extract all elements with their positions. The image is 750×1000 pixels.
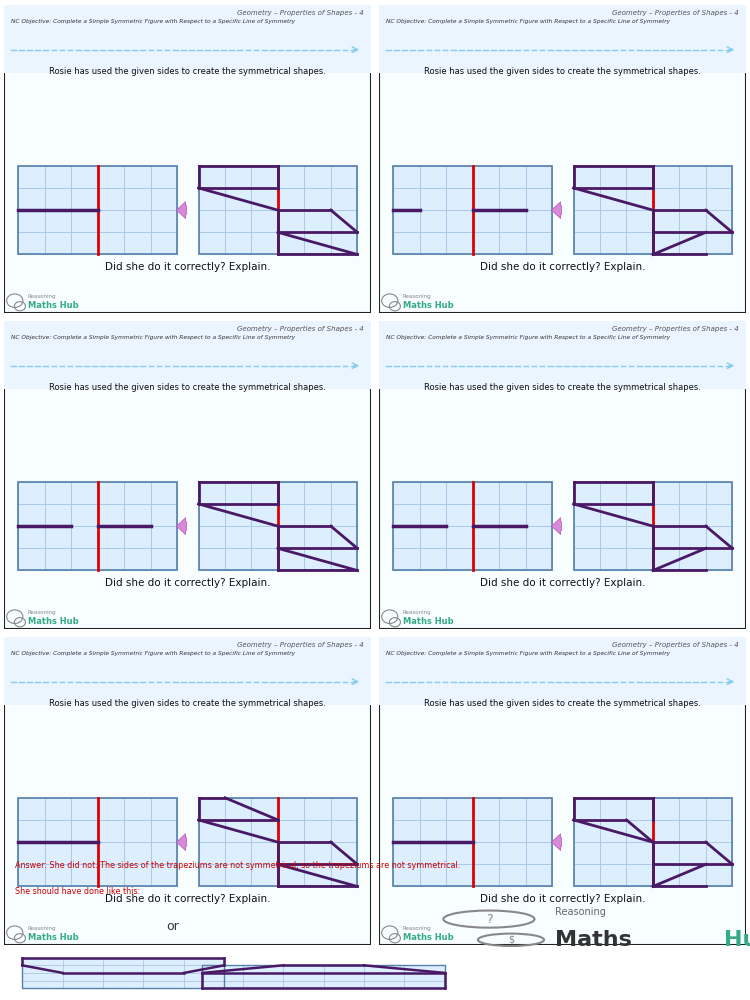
Text: She should have done like this:: She should have done like this:: [15, 887, 140, 896]
Bar: [574, 798, 732, 886]
Text: Geometry – Properties of Shapes - 4: Geometry – Properties of Shapes - 4: [237, 642, 364, 648]
Text: Maths: Maths: [555, 930, 632, 950]
Text: Did she do it correctly? Explain.: Did she do it correctly? Explain.: [105, 894, 270, 904]
Text: Rosie has used the given sides to create the symmetrical shapes.: Rosie has used the given sides to create…: [424, 699, 701, 708]
Bar: [202, 965, 445, 988]
Text: NC Objective: Complete a Simple Symmetric Figure with Respect to a Specific Line: NC Objective: Complete a Simple Symmetri…: [11, 19, 296, 24]
Text: Maths Hub: Maths Hub: [28, 933, 78, 942]
Text: Maths Hub: Maths Hub: [403, 933, 453, 942]
Bar: [199, 798, 357, 886]
Text: Reasoning: Reasoning: [403, 926, 431, 931]
Text: Reasoning: Reasoning: [555, 907, 606, 917]
Bar: [379, 637, 746, 705]
Text: Rosie has used the given sides to create the symmetrical shapes.: Rosie has used the given sides to create…: [49, 383, 326, 392]
FancyArrow shape: [176, 834, 187, 851]
Text: Maths Hub: Maths Hub: [403, 301, 453, 310]
Text: Did she do it correctly? Explain.: Did she do it correctly? Explain.: [480, 578, 645, 588]
Bar: [574, 166, 732, 254]
Bar: [574, 482, 732, 570]
Bar: [394, 166, 552, 254]
Bar: [199, 482, 357, 570]
Text: $: $: [508, 935, 514, 945]
Bar: [379, 321, 746, 389]
Text: or: or: [166, 920, 179, 932]
FancyArrow shape: [551, 834, 562, 851]
Text: Geometry – Properties of Shapes - 4: Geometry – Properties of Shapes - 4: [612, 642, 739, 648]
FancyArrow shape: [176, 518, 187, 535]
Bar: [199, 482, 357, 570]
Bar: [574, 798, 732, 886]
Text: Maths Hub: Maths Hub: [28, 301, 78, 310]
Bar: [19, 482, 177, 570]
Bar: [394, 166, 552, 254]
Text: Did she do it correctly? Explain.: Did she do it correctly? Explain.: [480, 262, 645, 272]
Text: Geometry – Properties of Shapes - 4: Geometry – Properties of Shapes - 4: [612, 10, 739, 16]
Text: ?: ?: [485, 913, 492, 926]
Text: Geometry – Properties of Shapes - 4: Geometry – Properties of Shapes - 4: [612, 326, 739, 332]
Bar: [4, 5, 371, 73]
Bar: [19, 798, 177, 886]
Text: Did she do it correctly? Explain.: Did she do it correctly? Explain.: [105, 578, 270, 588]
Text: Rosie has used the given sides to create the symmetrical shapes.: Rosie has used the given sides to create…: [49, 67, 326, 76]
Text: Reasoning: Reasoning: [403, 610, 431, 615]
Text: Reasoning: Reasoning: [28, 926, 56, 931]
Bar: [199, 798, 357, 886]
Text: NC Objective: Complete a Simple Symmetric Figure with Respect to a Specific Line: NC Objective: Complete a Simple Symmetri…: [11, 651, 296, 656]
Bar: [379, 5, 746, 73]
Bar: [22, 958, 224, 988]
Text: Geometry – Properties of Shapes - 4: Geometry – Properties of Shapes - 4: [237, 10, 364, 16]
Text: Did she do it correctly? Explain.: Did she do it correctly? Explain.: [105, 262, 270, 272]
Bar: [199, 166, 357, 254]
Bar: [394, 482, 552, 570]
Bar: [4, 637, 371, 705]
Text: Rosie has used the given sides to create the symmetrical shapes.: Rosie has used the given sides to create…: [424, 67, 701, 76]
Bar: [199, 166, 357, 254]
Text: Rosie has used the given sides to create the symmetrical shapes.: Rosie has used the given sides to create…: [424, 383, 701, 392]
Text: NC Objective: Complete a Simple Symmetric Figure with Respect to a Specific Line: NC Objective: Complete a Simple Symmetri…: [11, 335, 296, 340]
Bar: [202, 965, 445, 988]
FancyArrow shape: [551, 202, 562, 219]
Text: Hub: Hub: [724, 930, 750, 950]
FancyArrow shape: [551, 518, 562, 535]
Text: Reasoning: Reasoning: [28, 610, 56, 615]
Text: Maths Hub: Maths Hub: [28, 617, 78, 626]
Text: Answer: She did not. The sides of the trapeziums are not symmetrical, so the tra: Answer: She did not. The sides of the tr…: [15, 861, 460, 870]
Text: NC Objective: Complete a Simple Symmetric Figure with Respect to a Specific Line: NC Objective: Complete a Simple Symmetri…: [386, 335, 670, 340]
Bar: [394, 798, 552, 886]
Bar: [19, 798, 177, 886]
Text: Did she do it correctly? Explain.: Did she do it correctly? Explain.: [480, 894, 645, 904]
Text: Reasoning: Reasoning: [403, 294, 431, 299]
Text: Geometry – Properties of Shapes - 4: Geometry – Properties of Shapes - 4: [237, 326, 364, 332]
Bar: [22, 958, 224, 988]
Text: NC Objective: Complete a Simple Symmetric Figure with Respect to a Specific Line: NC Objective: Complete a Simple Symmetri…: [386, 19, 670, 24]
Bar: [394, 798, 552, 886]
Text: Reasoning: Reasoning: [28, 294, 56, 299]
Bar: [4, 321, 371, 389]
Bar: [394, 482, 552, 570]
Text: Rosie has used the given sides to create the symmetrical shapes.: Rosie has used the given sides to create…: [49, 699, 326, 708]
Bar: [19, 166, 177, 254]
Bar: [19, 482, 177, 570]
Bar: [19, 166, 177, 254]
Text: NC Objective: Complete a Simple Symmetric Figure with Respect to a Specific Line: NC Objective: Complete a Simple Symmetri…: [386, 651, 670, 656]
Text: Maths Hub: Maths Hub: [403, 617, 453, 626]
Bar: [574, 482, 732, 570]
Bar: [574, 166, 732, 254]
FancyArrow shape: [176, 202, 187, 219]
